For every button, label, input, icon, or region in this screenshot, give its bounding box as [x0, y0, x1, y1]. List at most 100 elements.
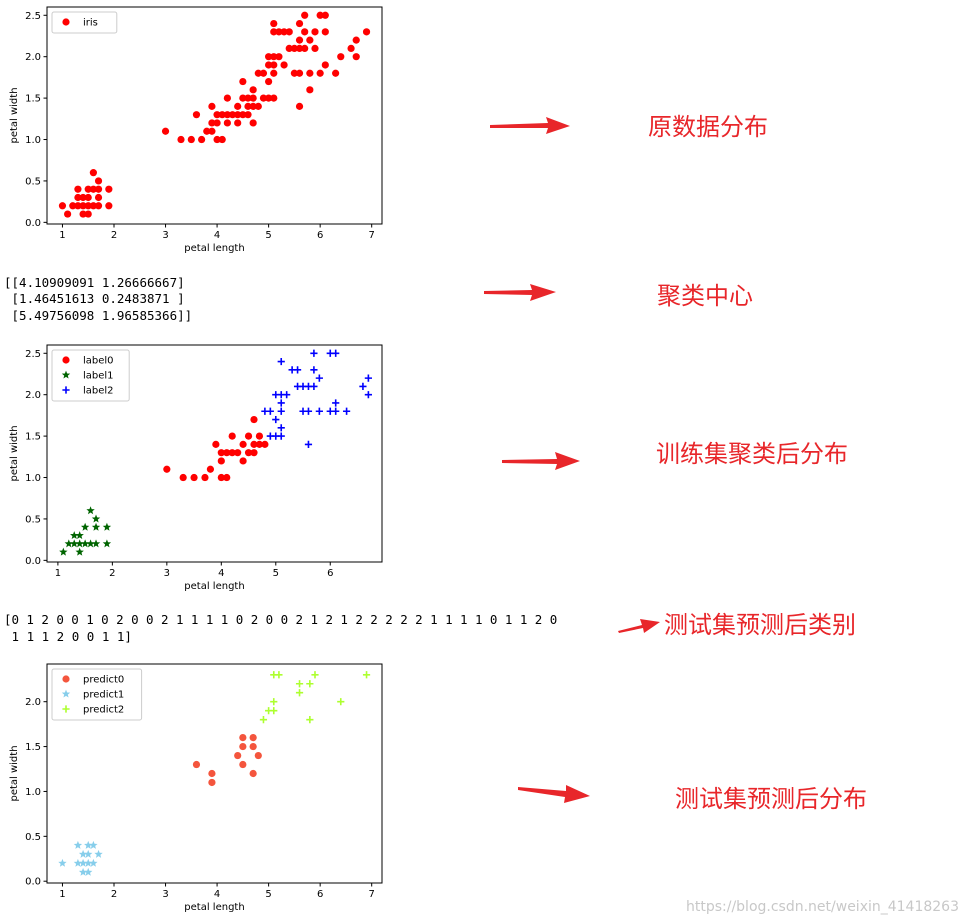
- data-point: [190, 473, 198, 482]
- data-point: [275, 53, 283, 61]
- data-point: [295, 44, 304, 53]
- data-point: [223, 111, 231, 119]
- data-point: [306, 680, 314, 688]
- legend: [51, 11, 118, 34]
- data-point: [70, 531, 79, 540]
- data-point: [206, 465, 215, 473]
- data-point: [94, 185, 103, 193]
- data-point: [277, 357, 285, 366]
- data-point: [261, 440, 269, 448]
- legend-marker: [62, 386, 70, 394]
- y-tick-label: 1.0: [25, 135, 41, 146]
- data-point: [239, 111, 247, 119]
- legend-marker: [62, 18, 70, 26]
- y-tick-label: 1.5: [25, 94, 41, 105]
- data-point: [272, 415, 280, 424]
- data-point: [275, 671, 283, 679]
- data-point: [249, 733, 257, 742]
- data-point: [161, 127, 170, 135]
- y-tick-label: 2.5: [25, 11, 41, 22]
- data-point: [352, 36, 360, 44]
- legend-marker: [62, 675, 70, 683]
- y-tick-label: 1.0: [25, 473, 41, 484]
- data-point: [266, 407, 274, 415]
- data-point: [311, 44, 319, 53]
- data-point: [94, 193, 103, 202]
- annotation-test-distribution: 测试集预测后分布: [675, 785, 867, 813]
- data-point: [192, 111, 201, 119]
- data-point: [255, 432, 264, 440]
- data-point: [223, 119, 231, 127]
- data-point: [239, 742, 247, 751]
- data-point: [310, 366, 318, 374]
- data-point: [290, 44, 298, 53]
- data-point: [285, 44, 293, 53]
- data-point: [321, 28, 329, 36]
- data-point: [239, 457, 247, 465]
- series-iris: [58, 11, 371, 218]
- data-point: [75, 531, 84, 540]
- data-point: [79, 210, 87, 218]
- data-point: [249, 769, 257, 778]
- x-tick-label: 1: [59, 230, 65, 241]
- x-tick-label: 5: [273, 568, 279, 579]
- data-point: [102, 522, 112, 531]
- series-label0: [163, 415, 269, 482]
- data-point: [208, 102, 216, 110]
- x-tick-label: 2: [111, 889, 117, 900]
- data-point: [234, 751, 242, 760]
- data-point: [59, 547, 68, 556]
- data-point: [223, 449, 231, 457]
- data-point: [275, 28, 283, 36]
- data-point: [203, 127, 211, 135]
- y-tick-label: 1.0: [25, 787, 41, 798]
- x-tick-label: 2: [109, 568, 115, 579]
- data-point: [301, 44, 309, 53]
- data-point: [75, 547, 84, 556]
- x-tick-label: 4: [214, 889, 220, 900]
- data-point: [74, 185, 82, 193]
- x-tick-label: 7: [369, 230, 375, 241]
- data-point: [295, 36, 304, 44]
- data-point: [223, 94, 231, 102]
- data-point: [259, 94, 268, 102]
- data-point: [250, 415, 258, 424]
- data-point: [265, 94, 273, 102]
- data-point: [277, 407, 285, 415]
- data-point: [337, 53, 345, 61]
- data-point: [244, 102, 252, 110]
- y-tick-label: 2.0: [25, 52, 41, 63]
- data-point: [315, 374, 323, 382]
- data-point: [304, 407, 313, 415]
- y-tick-label: 2.0: [25, 697, 41, 708]
- data-point: [208, 778, 216, 787]
- data-point: [332, 407, 340, 415]
- data-point: [89, 185, 97, 193]
- data-point: [316, 11, 324, 19]
- data-point: [249, 742, 257, 751]
- data-point: [75, 539, 84, 548]
- data-point: [310, 382, 318, 391]
- data-point: [94, 202, 103, 210]
- data-point: [270, 61, 278, 69]
- data-point: [239, 77, 247, 86]
- data-point: [280, 28, 288, 36]
- x-axis-label: petal length: [184, 902, 244, 913]
- data-point: [223, 473, 231, 482]
- data-point: [212, 440, 220, 448]
- data-point: [187, 135, 195, 144]
- data-point: [239, 94, 247, 102]
- y-axis-label: petal width: [9, 87, 20, 143]
- data-point: [89, 858, 98, 867]
- cluster-centers-line-3: [5.49756098 1.96585366]]: [4, 308, 193, 323]
- data-point: [91, 514, 101, 523]
- data-point: [69, 202, 77, 210]
- y-tick-label: 1.5: [25, 742, 41, 753]
- data-point: [79, 193, 87, 202]
- data-point: [250, 440, 258, 448]
- x-tick-label: 4: [218, 568, 224, 579]
- legend: [51, 668, 143, 721]
- data-point: [283, 391, 291, 399]
- y-tick-label: 0.0: [25, 877, 41, 888]
- data-point: [213, 119, 221, 127]
